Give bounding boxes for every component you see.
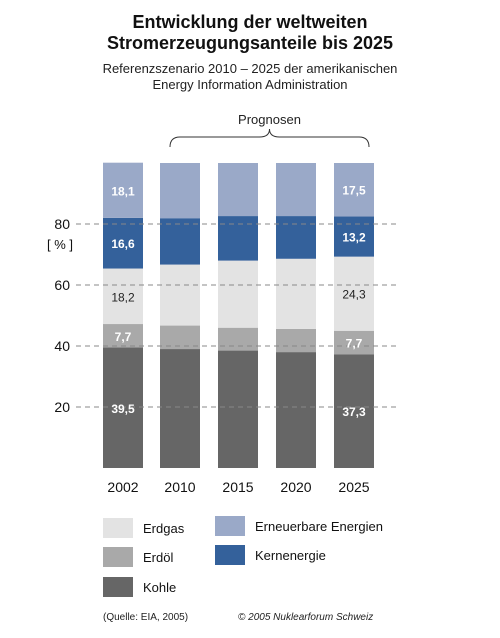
bar-2025-kohle (334, 354, 374, 468)
y-tick-label-40: 40 (54, 338, 70, 354)
legend-label-erdgas: Erdgas (143, 520, 185, 536)
bar-2015-erd-l (218, 327, 258, 351)
data-label-2002-erneuerbare-energien: 18,1 (111, 184, 135, 198)
bar-2002-erdgas (103, 268, 143, 325)
legend-label-kohle: Kohle (143, 579, 177, 595)
bar-2020-erd-l (276, 328, 316, 353)
chart-subtitle-line2: Energy Information Administration (152, 77, 348, 92)
legend-item-erneuerbare: Erneuerbare Energien (215, 516, 383, 536)
legend-label-erdoel: Erdöl (143, 549, 174, 565)
data-label-2025-erd-l: 7,7 (346, 336, 363, 350)
legend-item-erdgas: Erdgas (103, 518, 184, 538)
chart-title-line1: Entwicklung der weltweiten (132, 12, 368, 32)
data-label-2025-erdgas: 24,3 (342, 288, 366, 302)
data-label-2002-erd-l: 7,7 (115, 330, 132, 344)
source-note: (Quelle: EIA, 2005) (103, 612, 189, 623)
bar-2020-erdgas (276, 258, 316, 329)
x-tick-label-2002: 2002 (107, 479, 138, 495)
bar-2025-kernenergie (334, 216, 374, 257)
bar-2010-erdgas (160, 264, 200, 326)
x-tick-label-2010: 2010 (164, 479, 195, 495)
bar-2020-erneuerbare-energien (276, 163, 316, 217)
copyright-note: © 2005 Nuklearforum Schweiz (238, 612, 374, 623)
bar-2002-erneuerbare-energien (103, 162, 143, 218)
chart-title-line2: Stromerzeugungsanteile bis 2025 (106, 33, 394, 53)
y-tick-label-60: 60 (54, 277, 70, 293)
prognosen-brace (169, 128, 370, 148)
legend-item-kernenergie: Kernenergie (215, 545, 326, 565)
legend-swatch-erdgas (103, 518, 133, 538)
y-axis-label: [ % ] (47, 237, 73, 252)
legend-swatch-erdoel (103, 547, 133, 567)
chart-subtitle-line1: Referenzszenario 2010 – 2025 der amerika… (102, 61, 398, 76)
bar-2010-kohle (160, 349, 200, 468)
bar-2010-erneuerbare-energien (160, 163, 200, 219)
bar-2025-erneuerbare-energien (334, 163, 374, 217)
bar-2002-erd-l (103, 324, 143, 348)
x-tick-label-2025: 2025 (338, 479, 369, 495)
y-tick-label-20: 20 (54, 399, 70, 415)
legend-swatch-kernenergie (215, 545, 245, 565)
data-label-2025-kohle: 37,3 (342, 405, 366, 419)
bar-2015-erneuerbare-energien (218, 163, 258, 217)
stacked-bar-chart: 20 40 60 80 [ % ] 2002 2010 2015 2020 2025 39,5 7,7… (47, 112, 400, 495)
legend-label-erneuerbare: Erneuerbare Energien (255, 518, 383, 534)
x-tick-label-2015: 2015 (222, 479, 253, 495)
bar-2015-kohle (218, 350, 258, 468)
bar-2002-kernenergie (103, 217, 143, 269)
bar-2020-kernenergie (276, 216, 316, 259)
bar-2020-kohle (276, 352, 316, 468)
data-label-2002-erdgas: 18,2 (111, 290, 135, 304)
data-label-2025-kernenergie: 13,2 (342, 231, 366, 245)
data-label-2002-kohle: 39,5 (111, 402, 135, 416)
bar-2002-kohle (103, 347, 143, 468)
bar-2010-erd-l (160, 325, 200, 350)
bar-2015-kernenergie (218, 216, 258, 261)
bar-2025-erdgas (334, 256, 374, 331)
bar-2025-erd-l (334, 330, 374, 355)
legend-swatch-kohle (103, 577, 133, 597)
legend-label-kernenergie: Kernenergie (255, 547, 326, 563)
data-label-2002-kernenergie: 16,6 (111, 237, 135, 251)
annotation-prognosen: Prognosen (238, 112, 301, 127)
legend-item-kohle: Kohle (103, 577, 176, 597)
data-label-2025-erneuerbare-energien: 17,5 (342, 184, 366, 198)
bar-2015-erdgas (218, 260, 258, 328)
y-tick-label-80: 80 (54, 216, 70, 232)
legend-swatch-erneuerbare (215, 516, 245, 536)
legend-item-erdoel: Erdöl (103, 547, 173, 567)
x-tick-label-2020: 2020 (280, 479, 311, 495)
bar-2010-kernenergie (160, 218, 200, 265)
